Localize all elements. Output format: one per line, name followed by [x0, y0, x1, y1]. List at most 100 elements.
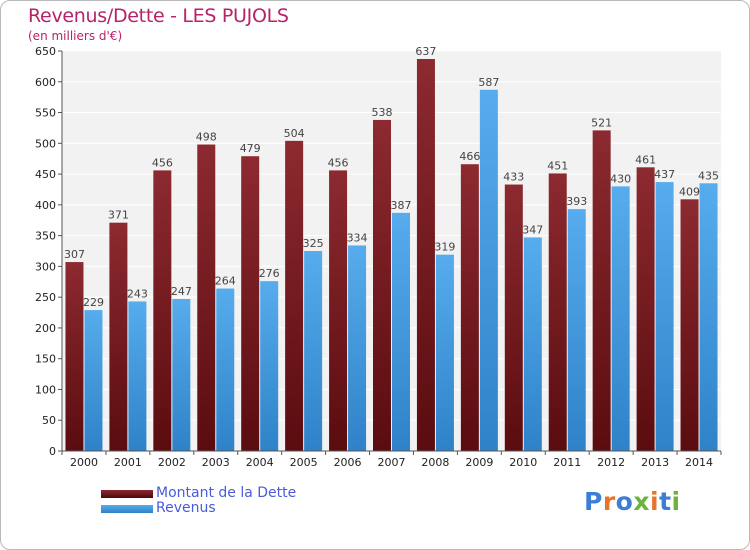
x-tick-label: 2000	[70, 456, 98, 469]
bar-debt	[460, 164, 479, 451]
data-label-revenus: 387	[391, 199, 412, 212]
bar-debt	[636, 167, 655, 452]
y-tick-label: 200	[35, 322, 56, 335]
bar-debt	[416, 59, 435, 451]
y-tick-label: 100	[35, 383, 56, 396]
y-tick-label: 450	[35, 168, 56, 181]
y-tick-label: 600	[35, 76, 56, 89]
data-label-revenus: 319	[434, 241, 455, 254]
x-tick-label: 2007	[378, 456, 406, 469]
legend-swatch-revenus	[101, 505, 153, 513]
x-tick-label: 2012	[597, 456, 625, 469]
x-tick-label: 2011	[553, 456, 581, 469]
bar-debt	[109, 222, 128, 451]
x-tick-label: 2010	[509, 456, 537, 469]
logo-letter: i	[650, 487, 660, 516]
chart-title: Revenus/Dette - LES PUJOLS	[28, 5, 289, 27]
x-tick-label: 2002	[158, 456, 186, 469]
x-tick-label: 2001	[114, 456, 142, 469]
bar-debt	[285, 140, 304, 451]
bar-revenus	[699, 183, 718, 452]
data-label-revenus: 229	[83, 296, 104, 309]
y-tick-label: 650	[35, 45, 56, 58]
data-label-revenus: 587	[478, 76, 499, 89]
bar-revenus	[655, 182, 674, 452]
data-label-revenus: 437	[654, 168, 675, 181]
data-label-revenus: 334	[347, 231, 368, 244]
bars	[65, 59, 718, 452]
axes: 0 50 100 150 200 250 300 350 400 450 500 550 600 650 2…	[35, 45, 722, 469]
x-tick-label: 2003	[202, 456, 230, 469]
data-label-revenus: 393	[566, 195, 587, 208]
chart-subtitle: (en milliers d'€)	[28, 29, 123, 43]
bar-revenus	[216, 288, 235, 451]
bar-revenus	[260, 281, 279, 451]
data-label-debt: 409	[679, 185, 700, 198]
gridlines	[62, 50, 721, 421]
logo-letter: r	[602, 487, 616, 516]
data-label-revenus: 276	[259, 267, 280, 280]
data-label-revenus: 264	[215, 275, 236, 288]
bar-revenus	[128, 301, 147, 451]
data-label-revenus: 435	[698, 169, 719, 182]
bar-revenus	[567, 209, 586, 451]
plot-background	[62, 51, 721, 451]
data-label-debt: 371	[108, 209, 129, 222]
data-label-debt: 538	[372, 106, 393, 119]
x-tick-label: 2004	[246, 456, 274, 469]
bar-revenus	[611, 186, 630, 451]
y-tick-label: 400	[35, 199, 56, 212]
bar-debt	[329, 170, 348, 451]
bar-debt	[504, 184, 523, 452]
logo-letter: t	[659, 487, 672, 516]
data-label-debt: 479	[240, 142, 261, 155]
y-tick-label: 300	[35, 260, 56, 273]
data-label-revenus: 247	[171, 285, 192, 298]
data-label-debt: 451	[547, 159, 568, 172]
y-tick-label: 50	[42, 414, 56, 427]
data-label-revenus: 325	[303, 237, 324, 250]
y-tick-label: 150	[35, 353, 56, 366]
bar-debt	[592, 130, 611, 451]
data-label-debt: 504	[284, 127, 305, 140]
data-label-revenus: 347	[522, 223, 543, 236]
bar-debt	[548, 173, 567, 451]
bar-revenus	[304, 251, 323, 451]
y-tick-label: 250	[35, 291, 56, 304]
logo-letter: P	[584, 487, 603, 516]
logo-letter: o	[615, 487, 634, 516]
bar-revenus	[84, 310, 103, 451]
data-label-debt: 466	[459, 150, 480, 163]
data-label-debt: 521	[591, 116, 612, 129]
bar-revenus	[392, 212, 410, 451]
y-tick-label: 550	[35, 107, 56, 120]
proxiti-logo[interactable]: Proxiti	[584, 487, 681, 516]
bar-revenus	[479, 89, 498, 452]
plot-area	[62, 51, 721, 451]
logo-letter: x	[633, 487, 650, 516]
bar-revenus	[348, 245, 367, 451]
data-labels: 307 229 371 243 456 247 498 264 479 276 504 325 456 3…	[64, 45, 719, 309]
x-tick-label: 2008	[421, 456, 449, 469]
x-tick-label: 2006	[334, 456, 362, 469]
y-tick-label: 0	[49, 445, 56, 458]
logo-letter: i	[671, 487, 681, 516]
bar-debt	[373, 119, 391, 451]
data-label-debt: 433	[503, 171, 524, 184]
x-tick-label: 2013	[641, 456, 669, 469]
data-label-debt: 637	[415, 45, 436, 58]
bar-revenus	[435, 254, 454, 451]
data-label-debt: 461	[635, 153, 656, 166]
bar-debt	[680, 199, 699, 451]
data-label-revenus: 430	[610, 172, 631, 185]
bar-debt	[241, 156, 260, 451]
data-label-revenus: 243	[127, 287, 148, 300]
bar-revenus	[172, 299, 191, 451]
legend-label-debt: Montant de la Dette	[156, 485, 297, 501]
bar-debt	[65, 262, 84, 451]
data-label-debt: 307	[64, 248, 85, 261]
x-tick-label: 2014	[685, 456, 713, 469]
bar-revenus	[523, 237, 542, 451]
